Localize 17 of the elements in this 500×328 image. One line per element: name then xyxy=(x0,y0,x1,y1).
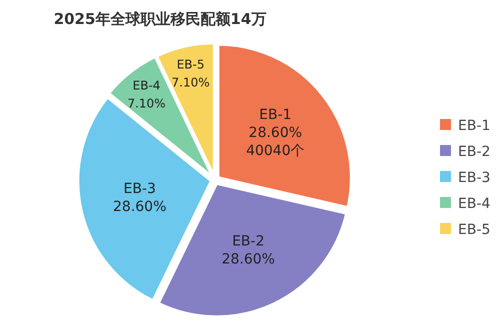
slice-label: EB-5 xyxy=(176,57,204,72)
text: 40040个 xyxy=(246,142,305,159)
chart-title: 2025年全球职业移民配额14万 xyxy=(54,10,266,28)
legend-label: EB-3 xyxy=(458,170,490,186)
legend-label: EB-2 xyxy=(458,144,490,160)
data-label: 28.60% xyxy=(113,198,166,215)
data-label: 28.60% xyxy=(222,252,275,268)
legend-label: EB-5 xyxy=(458,222,490,238)
slice-label: EB-4 xyxy=(132,78,160,92)
legend-label: EB-4 xyxy=(458,196,490,212)
slice-label: EB-2 xyxy=(232,234,264,250)
legend-label: EB-1 xyxy=(458,118,490,134)
data-label: 28.60% xyxy=(248,124,302,141)
data-label: 7.10% xyxy=(127,96,166,110)
slice-label: EB-1 xyxy=(259,106,292,123)
slice-label: EB-3 xyxy=(123,180,156,197)
data-label: 7.10% xyxy=(172,75,210,90)
